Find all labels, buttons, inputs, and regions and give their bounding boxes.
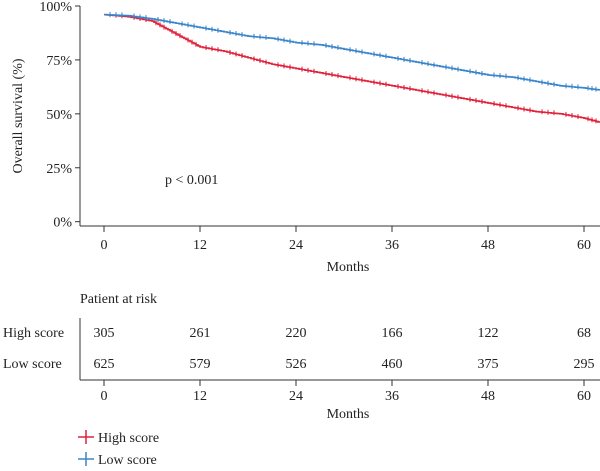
legend-label-low: Low score bbox=[98, 453, 157, 468]
risk-cells: 305 261 220 166 122 68 625 579 526 460 375 295 bbox=[94, 326, 595, 372]
x-tick-label: 48 bbox=[481, 238, 495, 253]
y-tick-label: 100% bbox=[39, 0, 72, 15]
risk-x-axis-label: Months bbox=[327, 407, 370, 422]
risk-cell: 295 bbox=[574, 357, 595, 372]
risk-cell: 220 bbox=[286, 326, 307, 341]
km-chart: 0% 25% 50% 75% 100% 0 12 24 36 48 60 Months Overall … bbox=[11, 0, 600, 275]
risk-cell: 625 bbox=[94, 357, 115, 372]
risk-table-title: Patient at risk bbox=[80, 292, 157, 307]
risk-x-tick-label: 48 bbox=[481, 389, 495, 404]
risk-cell: 68 bbox=[577, 326, 591, 341]
risk-x-tick-label: 60 bbox=[577, 389, 591, 404]
risk-cell: 122 bbox=[478, 326, 499, 341]
risk-cell: 460 bbox=[382, 357, 403, 372]
risk-row-label-high: High score bbox=[3, 326, 64, 341]
risk-cell: 579 bbox=[190, 357, 211, 372]
legend-item-high: High score bbox=[78, 430, 159, 446]
x-tick-label: 12 bbox=[193, 238, 207, 253]
risk-x-tick-label: 24 bbox=[289, 389, 303, 404]
y-tick-label: 25% bbox=[46, 162, 72, 177]
y-axis-title: Overall survival (%) bbox=[11, 58, 26, 173]
risk-cell: 526 bbox=[286, 357, 307, 372]
x-axis-title: Months bbox=[327, 260, 370, 275]
risk-row-label-low: Low score bbox=[3, 357, 62, 372]
censor-marks-high bbox=[109, 12, 597, 124]
legend-item-low: Low score bbox=[78, 452, 157, 468]
risk-x-ticks: 0 12 24 36 48 60 bbox=[101, 380, 591, 404]
risk-x-tick-label: 36 bbox=[385, 389, 399, 404]
risk-cell: 166 bbox=[382, 326, 403, 341]
risk-x-tick-label: 12 bbox=[193, 389, 207, 404]
risk-cell: 305 bbox=[94, 326, 115, 341]
survival-curve-high bbox=[104, 13, 600, 123]
risk-table: Patient at risk High score Low score 305… bbox=[3, 292, 600, 422]
censor-marks-low bbox=[109, 11, 597, 92]
risk-cell: 261 bbox=[190, 326, 211, 341]
p-value-annotation: p < 0.001 bbox=[165, 173, 218, 188]
x-tick-label: 24 bbox=[289, 238, 303, 253]
y-tick-label: 0% bbox=[53, 216, 72, 231]
x-tick-label: 0 bbox=[101, 238, 108, 253]
y-tick-label: 75% bbox=[46, 54, 72, 69]
legend-label-high: High score bbox=[98, 431, 159, 446]
risk-cell: 375 bbox=[478, 357, 499, 372]
x-tick-label: 60 bbox=[577, 238, 591, 253]
legend: High score Low score bbox=[78, 430, 159, 468]
x-tick-label: 36 bbox=[385, 238, 399, 253]
risk-x-tick-label: 0 bbox=[101, 389, 108, 404]
y-tick-label: 50% bbox=[46, 108, 72, 123]
